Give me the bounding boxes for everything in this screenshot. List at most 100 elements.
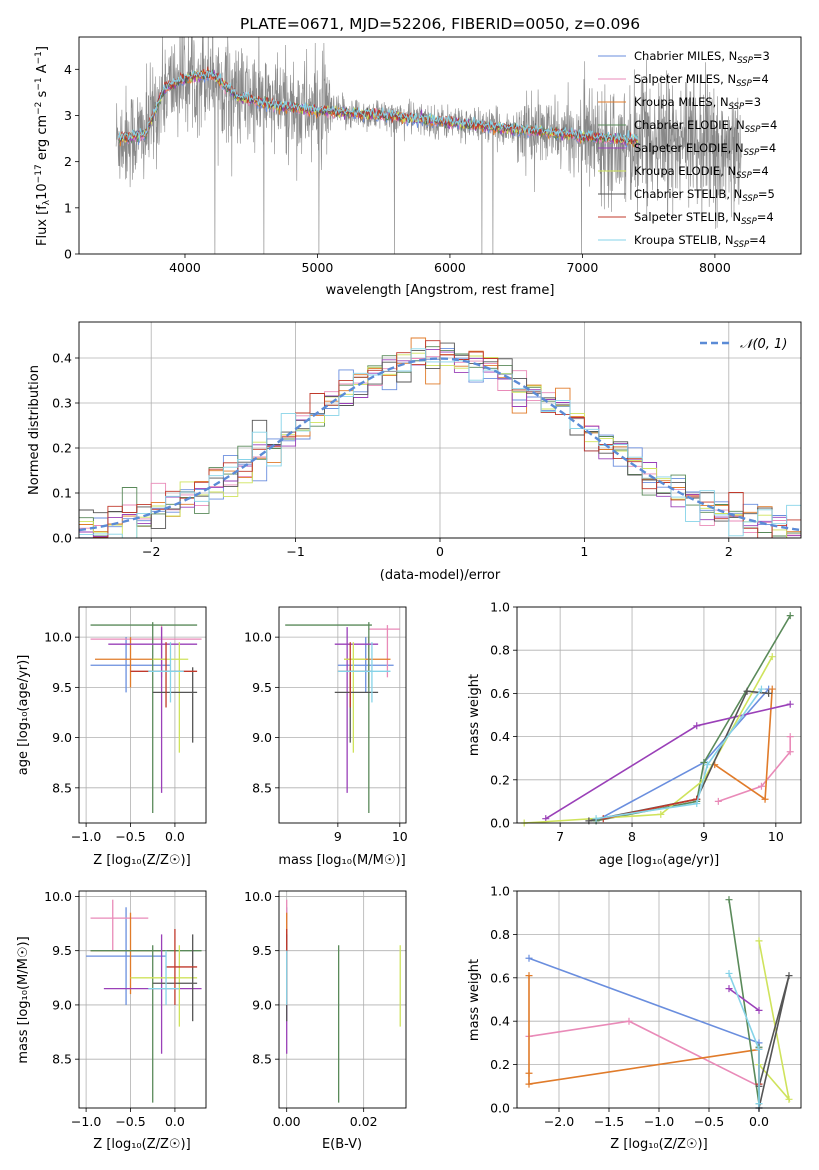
z-age-xlabel: Z [log₁₀(Z/Z☉)]: [93, 853, 190, 868]
spectrum-ytick-label: 2: [64, 154, 72, 169]
spectrum-ytick-label: 4: [64, 62, 72, 77]
z-age-xtick-label: −1.0: [71, 829, 101, 844]
z-weight-marker-kroupa_miles: [525, 1069, 533, 1077]
residual-xtick-label: 1: [580, 544, 588, 559]
z-weight-marker-kroupa_stelib: [755, 1100, 763, 1108]
residual-xlabel: (data-model)/error: [380, 568, 501, 583]
histogram-kroupa_stelib: [79, 348, 801, 538]
residual-ytick-label: 0.0: [52, 531, 72, 546]
age-weight-xlabel: age [log₁₀(age/yr)]: [599, 853, 720, 868]
legend-label-kroupa_stelib: Kroupa STELIB, NSSP=4: [634, 233, 766, 250]
age-weight-marker-kroupa_miles: [768, 685, 776, 693]
residual-xtick-label: 0: [436, 544, 444, 559]
z-weight-series-chabrier_miles: [528, 957, 760, 1108]
z-weight-marker-kroupa_elodie: [785, 1095, 793, 1103]
z-mass-axes-frame: [78, 890, 207, 1109]
ebv-mass-xtick-label: 0.00: [273, 1114, 301, 1129]
legend-label-salpeter_stelib: Salpeter STELIB, NSSP=4: [634, 210, 774, 227]
age-weight-xtick-label: 8: [628, 829, 636, 844]
ebv-mass-xtick-label: 0.02: [350, 1114, 378, 1129]
ebv-mass-ytick-label: 10.0: [244, 889, 272, 904]
ebv-mass-axes-frame: [278, 890, 407, 1109]
z-mass-xtick-label: −0.5: [115, 1114, 145, 1129]
ebv-mass-xlabel: E(B-V): [322, 1137, 362, 1152]
age-weight-series-kroupa_elodie: [524, 656, 773, 824]
data-spectrum-line: [115, 37, 742, 254]
age-weight-marker-chabrier_elodie: [700, 759, 708, 767]
mass-age-xtick-label: 10: [392, 829, 408, 844]
z-weight-xlabel: Z [log₁₀(Z/Z☉)]: [610, 1137, 707, 1152]
z-weight-panel: −2.0 −1.5 −1.0 −0.5 0.0 0.0 0.2 0.4 0.6 0.8 1.0 Z …: [467, 884, 802, 1152]
mass-age-ytick-label: 9.0: [252, 730, 272, 745]
age-weight-marker-kroupa_elodie: [768, 653, 776, 661]
age-weight-xtick-label: 7: [556, 829, 564, 844]
spectrum-axes-frame: [78, 36, 802, 255]
z-age-xtick-label: 0.0: [165, 829, 185, 844]
z-weight-marker-kroupa_elodie: [755, 937, 763, 945]
z-weight-xtick-label: −1.5: [594, 1114, 624, 1129]
age-weight-marker-kroupa_stelib: [592, 815, 600, 823]
z-weight-marker-kroupa_miles: [525, 972, 533, 980]
figure-title: PLATE=0671, MJD=52206, FIBERID=0050, z=0…: [240, 15, 640, 33]
ebv-mass-ytick-label: 8.5: [252, 1052, 272, 1067]
age-weight-marker-salpeter_elodie: [786, 700, 794, 708]
spectrum-xtick-label: 4000: [169, 260, 201, 275]
residual-xtick-label: −1: [286, 544, 304, 559]
age-weight-ytick-label: 1.0: [490, 600, 510, 615]
age-weight-series-salpeter_miles: [718, 736, 791, 803]
age-weight-xtick-label: 10: [768, 829, 784, 844]
residual-histograms: [79, 337, 801, 538]
age-weight-axes-frame: [516, 606, 802, 824]
z-mass-panel: −1.0 −0.5 0.0 8.5 9.0 9.5 10.0 Z [log₁₀(Z/Z☉)]…: [16, 889, 207, 1152]
z-weight-marker-chabrier_elodie: [725, 896, 733, 904]
age-weight-marker-kroupa_stelib: [693, 800, 701, 808]
spectrum-ytick-label: 3: [64, 108, 72, 123]
mass-age-xlabel: mass [log₁₀(M/M☉)]: [278, 853, 405, 868]
legend-label-chabrier_stelib: Chabrier STELIB, NSSP=5: [634, 187, 775, 204]
spectrum-ylabel: Flux [fλ10−17 erg cm−2 s−1 A−1]: [34, 46, 52, 246]
mass-age-panel: 9 10 8.5 9.0 9.5 10.0 mass [log₁₀(M/M☉)]: [244, 606, 408, 868]
age-weight-xtick-label: 9: [700, 829, 708, 844]
gaussian-legend-label: 𝒩(0, 1): [740, 337, 787, 352]
z-age-ytick-label: 10.0: [44, 630, 72, 645]
z-age-axes-frame: [78, 606, 207, 824]
z-weight-ytick-label: 1.0: [490, 884, 510, 899]
legend-label-kroupa_elodie: Kroupa ELODIE, NSSP=4: [634, 164, 769, 181]
z-weight-marker-chabrier_miles: [525, 954, 533, 962]
z-weight-xtick-label: −2.0: [544, 1114, 574, 1129]
z-mass-ytick-label: 8.5: [52, 1052, 72, 1067]
age-weight-ytick-label: 0.4: [490, 729, 510, 744]
spectrum-xtick-label: 7000: [567, 260, 599, 275]
z-mass-xlabel: Z [log₁₀(Z/Z☉)]: [93, 1137, 190, 1152]
spectrum-legend: Chabrier MILES, NSSP=3 Salpeter MILES, NS…: [598, 49, 777, 250]
z-weight-marker-kroupa_stelib: [725, 969, 733, 977]
z-mass-ytick-label: 9.5: [52, 943, 72, 958]
model-spectra: [118, 66, 639, 148]
spectrum-xtick-label: 8000: [699, 260, 731, 275]
z-weight-ytick-label: 0.8: [490, 927, 510, 942]
data-spectrum: [115, 37, 742, 254]
legend-label-chabrier_elodie: Chabrier ELODIE, NSSP=4: [634, 118, 777, 135]
z-weight-ytick-label: 0.6: [490, 970, 510, 985]
z-weight-ytick-label: 0.2: [490, 1057, 510, 1072]
z-age-ytick-label: 9.0: [52, 730, 72, 745]
residual-ytick-label: 0.3: [52, 396, 72, 411]
age-weight-marker-salpeter_miles: [714, 797, 722, 805]
residual-ytick-label: 0.2: [52, 441, 72, 456]
age-weight-series-salpeter_elodie: [545, 703, 791, 820]
age-weight-marker-kroupa_stelib: [704, 761, 712, 769]
z-age-ytick-label: 9.5: [52, 680, 72, 695]
z-weight-ylabel: mass weight: [467, 959, 482, 1041]
mass-age-ytick-label: 8.5: [252, 780, 272, 795]
legend-label-kroupa_miles: Kroupa MILES, NSSP=3: [634, 95, 761, 112]
mass-age-axes-frame: [278, 606, 407, 824]
age-weight-ytick-label: 0.0: [490, 816, 510, 831]
spectrum-xlabel: wavelength [Angstrom, rest frame]: [326, 283, 555, 298]
model-spectrum-salpeter_stelib: [118, 66, 639, 145]
age-weight-marker-kroupa_miles: [761, 795, 769, 803]
z-mass-ylabel: mass [log₁₀(M/M☉)]: [16, 936, 31, 1063]
age-weight-marker-kroupa_elodie: [657, 810, 665, 818]
z-weight-series-kroupa_miles: [528, 975, 760, 1086]
ebv-mass-ytick-label: 9.0: [252, 997, 272, 1012]
